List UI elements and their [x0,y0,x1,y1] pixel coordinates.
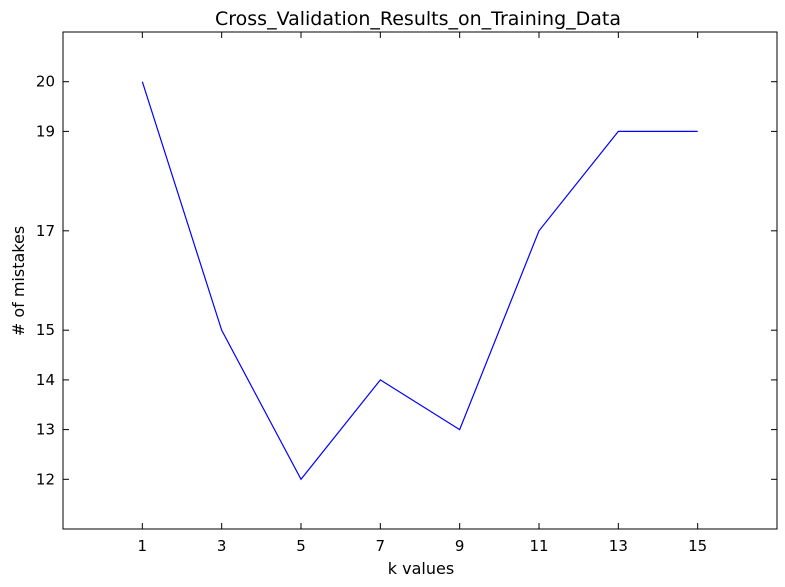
y-tick-label: 13 [36,421,55,439]
y-tick-label: 15 [36,321,55,339]
x-tick-label: 13 [609,537,628,555]
y-tick-label: 12 [36,470,55,488]
x-tick-label: 15 [688,537,707,555]
x-tick-label: 7 [376,537,386,555]
x-tick-label: 9 [455,537,465,555]
x-tick-label: 11 [529,537,548,555]
x-axis-label: k values [388,559,454,578]
y-tick-label: 20 [36,73,55,91]
x-tick-label: 5 [296,537,306,555]
chart-title: Cross_Validation_Results_on_Training_Dat… [215,8,621,30]
x-tick-label: 3 [217,537,227,555]
plot-frame [62,31,778,530]
x-tick-label: 1 [138,537,148,555]
y-tick-label: 17 [36,222,55,240]
series-line [141,81,698,481]
y-axis-label: # of mistakes [9,226,28,336]
y-tick-label: 19 [36,122,55,140]
y-tick-label: 14 [36,371,55,389]
